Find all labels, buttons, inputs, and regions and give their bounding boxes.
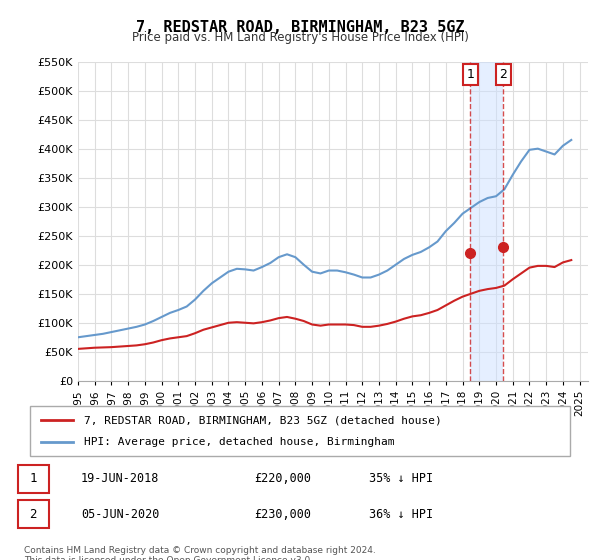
Bar: [470, 62, 503, 381]
Text: 1: 1: [29, 472, 37, 486]
Text: 7, REDSTAR ROAD, BIRMINGHAM, B23 5GZ: 7, REDSTAR ROAD, BIRMINGHAM, B23 5GZ: [136, 20, 464, 35]
Text: 05-JUN-2020: 05-JUN-2020: [81, 507, 160, 521]
Text: £230,000: £230,000: [254, 507, 311, 521]
FancyBboxPatch shape: [18, 465, 49, 493]
Text: HPI: Average price, detached house, Birmingham: HPI: Average price, detached house, Birm…: [84, 437, 395, 447]
FancyBboxPatch shape: [30, 406, 570, 456]
Text: Price paid vs. HM Land Registry's House Price Index (HPI): Price paid vs. HM Land Registry's House …: [131, 31, 469, 44]
Text: Contains HM Land Registry data © Crown copyright and database right 2024.
This d: Contains HM Land Registry data © Crown c…: [24, 546, 376, 560]
Text: 2: 2: [29, 507, 37, 521]
Text: 35% ↓ HPI: 35% ↓ HPI: [369, 472, 433, 486]
Text: 2: 2: [499, 68, 507, 81]
Text: 36% ↓ HPI: 36% ↓ HPI: [369, 507, 433, 521]
FancyBboxPatch shape: [18, 500, 49, 528]
Text: 19-JUN-2018: 19-JUN-2018: [81, 472, 160, 486]
Text: 7, REDSTAR ROAD, BIRMINGHAM, B23 5GZ (detached house): 7, REDSTAR ROAD, BIRMINGHAM, B23 5GZ (de…: [84, 415, 442, 425]
Text: 1: 1: [467, 68, 475, 81]
Text: £220,000: £220,000: [254, 472, 311, 486]
